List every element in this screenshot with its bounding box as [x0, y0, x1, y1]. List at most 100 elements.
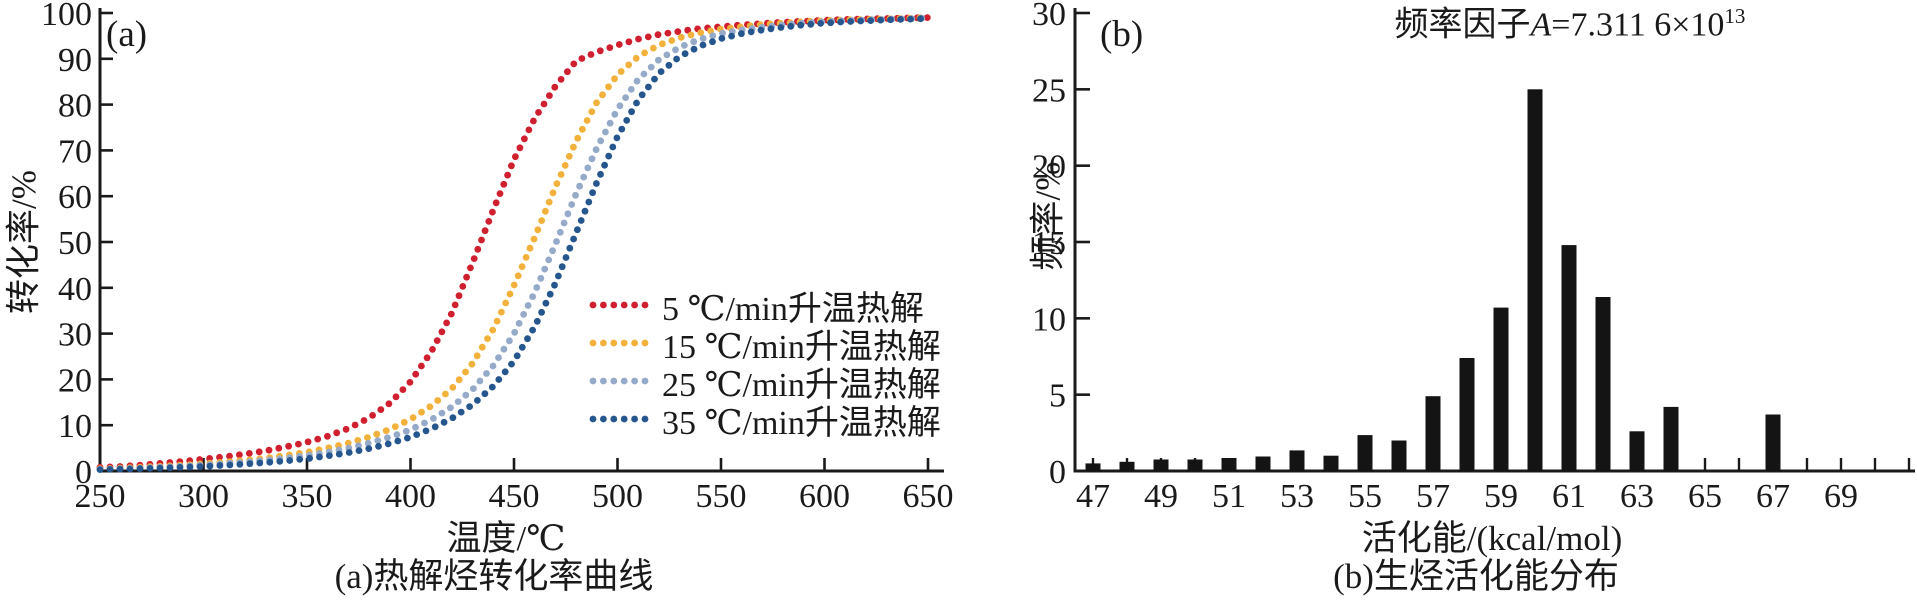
- curve-dot: [422, 427, 430, 435]
- curve-dot: [226, 461, 234, 469]
- x-tick-label: 65: [1688, 478, 1722, 515]
- legend-dot: [589, 415, 597, 423]
- x-tick-label: 250: [75, 478, 126, 515]
- curve-dot: [599, 91, 606, 99]
- curve-dot: [618, 125, 626, 133]
- y-tick-label: 15: [1032, 225, 1066, 262]
- histogram-bar: [1323, 455, 1339, 471]
- x-tick-label: 49: [1144, 478, 1178, 515]
- curve-dot: [500, 180, 508, 188]
- curve-dot: [827, 19, 834, 27]
- curve-dot: [525, 126, 533, 134]
- y-tick-label: 25: [1032, 72, 1066, 109]
- histogram-bar: [1663, 406, 1679, 471]
- curve-dot: [578, 55, 586, 62]
- curve-dot: [466, 403, 473, 410]
- x-tick-label: 67: [1756, 478, 1790, 515]
- curve-dot: [467, 264, 474, 272]
- curve-dot: [476, 377, 484, 385]
- curve-dot: [116, 465, 124, 473]
- curve-series-3: [96, 15, 924, 473]
- curve-dot: [412, 370, 420, 378]
- curve-dot: [641, 49, 648, 57]
- curve-dot: [462, 391, 470, 399]
- curve-dot: [627, 86, 635, 93]
- x-tick-label: 59: [1484, 478, 1518, 515]
- legend-dot: [641, 377, 649, 385]
- curve-dot: [515, 320, 523, 327]
- curve-dot: [570, 235, 577, 243]
- y-tick-label: 20: [1032, 149, 1066, 186]
- curve-dot: [306, 454, 313, 462]
- curve-dot: [605, 83, 612, 91]
- curve-dot: [364, 439, 372, 447]
- panel-a-plot: 250 300 350 400 450 500 550 600 650 0 10 20 30 40 50 60…: [41, 0, 954, 515]
- curve-dot: [470, 255, 478, 262]
- curve-dot: [719, 29, 726, 37]
- curve-dot: [917, 15, 924, 23]
- curve-dot: [541, 265, 549, 273]
- curve-dot: [564, 68, 571, 76]
- curve-dot: [557, 171, 565, 178]
- legend-dot: [610, 339, 618, 347]
- curve-dot: [568, 201, 576, 208]
- curve-dot: [549, 247, 556, 255]
- curve-dot: [690, 38, 698, 46]
- curve-dot: [364, 434, 371, 441]
- curve-dot: [593, 180, 600, 187]
- y-tick-label: 90: [58, 42, 92, 79]
- histogram-bar: [1527, 89, 1543, 472]
- curve-dot: [512, 153, 519, 161]
- curve-dot: [462, 368, 469, 376]
- curve-dot: [807, 20, 815, 28]
- legend-dotted-marker: [589, 301, 649, 309]
- curve-dot: [355, 442, 362, 449]
- curve-dot: [481, 227, 489, 235]
- curve-dot: [549, 189, 557, 197]
- curve-dot: [449, 384, 457, 391]
- curve-dot: [196, 463, 204, 470]
- curve-dot: [333, 429, 341, 437]
- curve-dot: [255, 448, 263, 456]
- curve-dot: [275, 444, 283, 452]
- curve-dot: [495, 376, 503, 383]
- curve-dot: [246, 460, 254, 468]
- curve-dot: [597, 170, 604, 178]
- curve-dot: [585, 198, 593, 206]
- histogram-bar: [1493, 307, 1509, 471]
- curve-dot: [644, 33, 652, 41]
- curve-dot: [508, 162, 515, 170]
- curve-dot: [443, 319, 450, 327]
- curve-dot: [516, 144, 524, 152]
- x-tick-label: 55: [1348, 478, 1382, 515]
- curve-dot: [877, 16, 884, 24]
- x-tick-label: 69: [1824, 478, 1858, 515]
- y-tick-label: 40: [58, 271, 92, 308]
- x-tick-label: 550: [696, 478, 747, 515]
- legend-item-0: 5 ℃/min升温热解: [588, 286, 941, 328]
- curve-dot: [672, 46, 679, 54]
- x-tick-label: 500: [592, 478, 643, 515]
- curve-dot: [923, 14, 931, 21]
- curve-dot: [565, 152, 573, 160]
- legend-dot: [600, 377, 607, 385]
- curve-dot: [651, 75, 658, 83]
- curve-dot: [374, 437, 382, 444]
- curve-dot: [555, 272, 562, 280]
- curve-dot: [156, 464, 164, 472]
- curve-dot: [668, 37, 676, 44]
- curve-dot: [342, 425, 350, 433]
- curve-dot: [418, 408, 425, 416]
- curve-dot: [681, 42, 688, 49]
- curve-dot: [369, 412, 376, 419]
- curve-dot: [506, 290, 514, 298]
- curve-dot: [684, 26, 692, 34]
- x-tick-label: 450: [489, 478, 540, 515]
- curve-dot: [665, 61, 673, 69]
- curve-dot: [434, 397, 442, 404]
- curve-dot: [176, 464, 184, 471]
- curve-dot: [580, 173, 588, 181]
- curve-dot: [266, 458, 274, 466]
- panel-b-plot: 0 5 10 15 20 25 30 47 49 51 53 55 57 59 61 63 65 67 69: [1032, 0, 1915, 515]
- curve-dot: [399, 386, 407, 393]
